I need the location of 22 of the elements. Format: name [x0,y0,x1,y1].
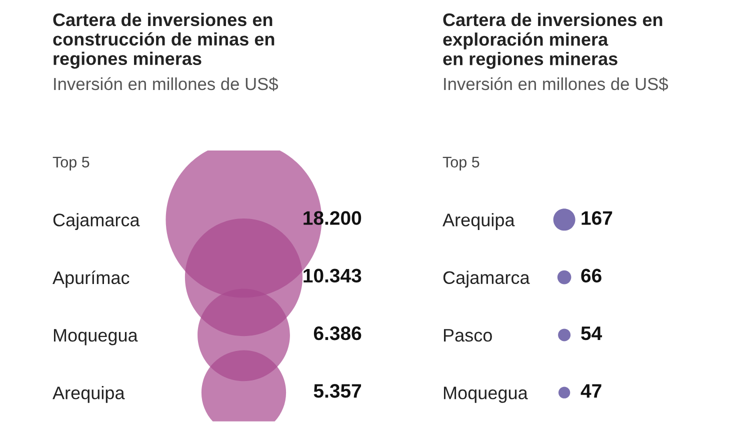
data-label: 167 [582,211,612,225]
data-label: 10.343 [304,268,362,283]
data-label: 6.386 [314,326,362,340]
data-label: 47 [580,384,602,398]
category-label: Apurímac [52,270,130,288]
text: Inversión en millones de US$ [444,77,668,92]
data-label: 5.357 [314,384,362,398]
data-label: 66 [581,268,602,283]
category-label: Cajamarca [443,270,530,288]
text: Top 5 [52,156,90,171]
data-label: 54 [581,326,602,340]
category-label: Cajamarca [53,213,140,230]
data-label: 18.200 [304,211,362,225]
category-label: Moquegua [444,386,528,403]
category-label: Pasco [444,329,492,342]
category-label: Arequipa [52,386,125,403]
text: Top 5 [442,156,480,171]
text: Cartera de inversiones en construcción de minas en regiones mineras [53,12,274,69]
text: Inversión en millones de US$ [54,77,278,92]
category-label: Moquegua [54,329,138,346]
text: Cartera de inversiones en exploración minera en regiones mineras [443,12,662,69]
category-label: Arequipa [442,213,515,230]
